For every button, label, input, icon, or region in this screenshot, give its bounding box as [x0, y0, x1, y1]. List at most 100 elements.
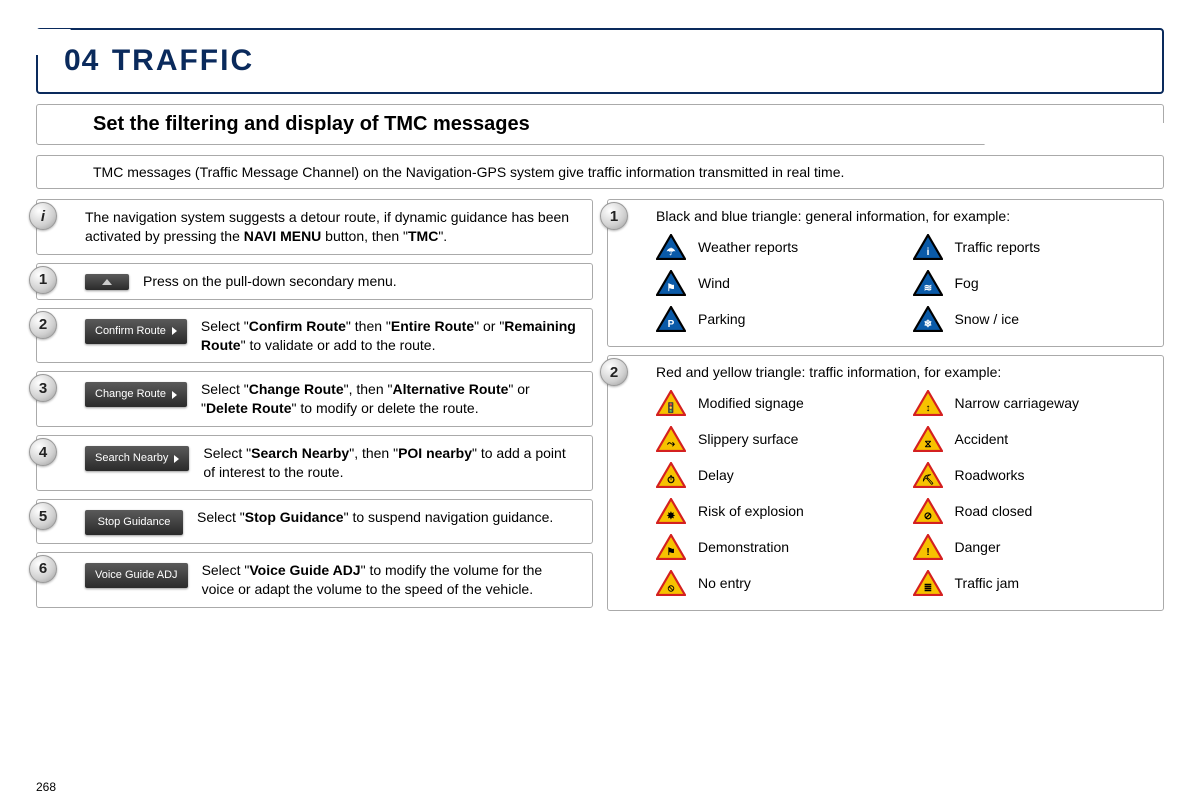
legend-label: Accident [955, 431, 1009, 447]
svg-text:⛏: ⛏ [921, 474, 934, 486]
info-text: The navigation system suggests a detour … [85, 208, 578, 246]
step-panel: 5Stop GuidanceSelect "Stop Guidance" to … [36, 499, 593, 544]
caret-right-icon [172, 327, 177, 335]
legend-number-badge: 1 [600, 202, 628, 230]
info-badge: i [29, 202, 57, 230]
legend-item: ☂ Weather reports [656, 234, 893, 260]
legend-label: Demonstration [698, 539, 789, 555]
page-number: 268 [36, 780, 56, 794]
legend-label: Modified signage [698, 395, 804, 411]
legend-panel: 1Black and blue triangle: general inform… [607, 199, 1164, 347]
svg-text:⤳: ⤳ [667, 439, 675, 450]
svg-text:P: P [668, 319, 675, 330]
info-panel: i The navigation system suggests a detou… [36, 199, 593, 255]
nav-button-label: Search Nearby [95, 451, 168, 466]
yellow-triangle-icon: ⚑ [656, 534, 686, 560]
blue-triangle-icon: i [913, 234, 943, 260]
yellow-triangle-icon: ! [913, 534, 943, 560]
step-number-badge: 5 [29, 502, 57, 530]
chapter-number: 04 [64, 44, 99, 77]
legend-item: P Parking [656, 306, 893, 332]
legend-label: Snow / ice [955, 311, 1020, 327]
right-column: 1Black and blue triangle: general inform… [607, 199, 1164, 619]
legend-label: Wind [698, 275, 730, 291]
legend-item: ⤳Slippery surface [656, 426, 893, 452]
legend-item: ⛏ Roadworks [913, 462, 1150, 488]
yellow-triangle-icon: ⊘ [913, 498, 943, 524]
nav-button-label: Stop Guidance [98, 515, 171, 530]
left-column: i The navigation system suggests a detou… [36, 199, 593, 619]
legend-label: Traffic jam [955, 575, 1020, 591]
legend-number-badge: 2 [600, 358, 628, 386]
step-number-badge: 4 [29, 438, 57, 466]
legend-panel: 2Red and yellow triangle: traffic inform… [607, 355, 1164, 611]
svg-text:❄: ❄ [923, 319, 931, 330]
legend-grid: ☂ Weather reports i Traffic reports ⚑ Wind ≋ Fo… [656, 234, 1149, 332]
svg-text:⧖: ⧖ [924, 439, 931, 450]
legend-intro-text: Black and blue triangle: general informa… [656, 208, 1149, 224]
svg-text:⏱: ⏱ [667, 474, 675, 486]
svg-text:🚦: 🚦 [665, 401, 677, 414]
svg-text:✸: ✸ [666, 511, 676, 522]
step-text: Select "Search Nearby", then "POI nearby… [203, 444, 578, 482]
blue-triangle-icon: ⚑ [656, 270, 686, 296]
legend-label: Narrow carriageway [955, 395, 1079, 411]
nav-menu-button: Confirm Route [85, 319, 187, 344]
nav-button-label: Voice Guide ADJ [95, 568, 178, 583]
legend-label: Weather reports [698, 239, 798, 255]
legend-label: Traffic reports [955, 239, 1041, 255]
legend-item: 🚦 Modified signage [656, 390, 893, 416]
yellow-triangle-icon: ⤳ [656, 426, 686, 452]
intro-text: TMC messages (Traffic Message Channel) o… [36, 155, 1164, 189]
yellow-triangle-icon: ⧖ [913, 426, 943, 452]
blue-triangle-icon: ≋ [913, 270, 943, 296]
yellow-triangle-icon: ⏱ [656, 462, 686, 488]
svg-text:⚑: ⚑ [667, 283, 676, 294]
nav-button-label: Confirm Route [95, 324, 166, 339]
legend-item: ↕ Narrow carriageway [913, 390, 1150, 416]
blue-triangle-icon: ❄ [913, 306, 943, 332]
step-text: Select "Stop Guidance" to suspend naviga… [197, 508, 553, 527]
legend-label: Fog [955, 275, 979, 291]
chapter-title: TRAFFIC [112, 44, 254, 77]
legend-item: ⧖ Accident [913, 426, 1150, 452]
legend-label: No entry [698, 575, 751, 591]
caret-up-icon [102, 279, 112, 285]
legend-item: ⚑ Wind [656, 270, 893, 296]
legend-label: Road closed [955, 503, 1033, 519]
svg-text:!: ! [926, 547, 929, 558]
legend-intro-text: Red and yellow triangle: traffic informa… [656, 364, 1149, 380]
legend-item: ⚑ Demonstration [656, 534, 893, 560]
step-text: Select "Change Route", then "Alternative… [201, 380, 578, 418]
step-panel: 6Voice Guide ADJSelect "Voice Guide ADJ"… [36, 552, 593, 608]
legend-label: Parking [698, 311, 745, 327]
step-panel: 1Press on the pull-down secondary menu. [36, 263, 593, 300]
svg-text:⦸: ⦸ [668, 583, 675, 594]
legend-item: ≋ Fog [913, 270, 1150, 296]
svg-text:↕: ↕ [925, 403, 930, 414]
blue-triangle-icon: P [656, 306, 686, 332]
legend-item: ⏱Delay [656, 462, 893, 488]
legend-item: ❄ Snow / ice [913, 306, 1150, 332]
caret-right-icon [172, 391, 177, 399]
step-panel: 2Confirm RouteSelect "Confirm Route" the… [36, 308, 593, 364]
step-number-badge: 6 [29, 555, 57, 583]
nav-menu-button: Change Route [85, 382, 187, 407]
legend-item: i Traffic reports [913, 234, 1150, 260]
yellow-triangle-icon: ✸ [656, 498, 686, 524]
svg-text:☂: ☂ [667, 247, 676, 258]
nav-button-label: Change Route [95, 387, 166, 402]
svg-text:i: i [926, 247, 929, 258]
caret-right-icon [174, 455, 179, 463]
legend-item: ≣ Traffic jam [913, 570, 1150, 596]
step-number-badge: 1 [29, 266, 57, 294]
step-panel: 3Change RouteSelect "Change Route", then… [36, 371, 593, 427]
legend-item: !Danger [913, 534, 1150, 560]
step-text: Select "Confirm Route" then "Entire Rout… [201, 317, 578, 355]
nav-menu-button: Voice Guide ADJ [85, 563, 188, 588]
legend-item: ⊘ Road closed [913, 498, 1150, 524]
svg-text:⚑: ⚑ [667, 547, 676, 558]
yellow-triangle-icon: ⦸ [656, 570, 686, 596]
svg-text:≣: ≣ [923, 583, 931, 594]
legend-label: Roadworks [955, 467, 1025, 483]
